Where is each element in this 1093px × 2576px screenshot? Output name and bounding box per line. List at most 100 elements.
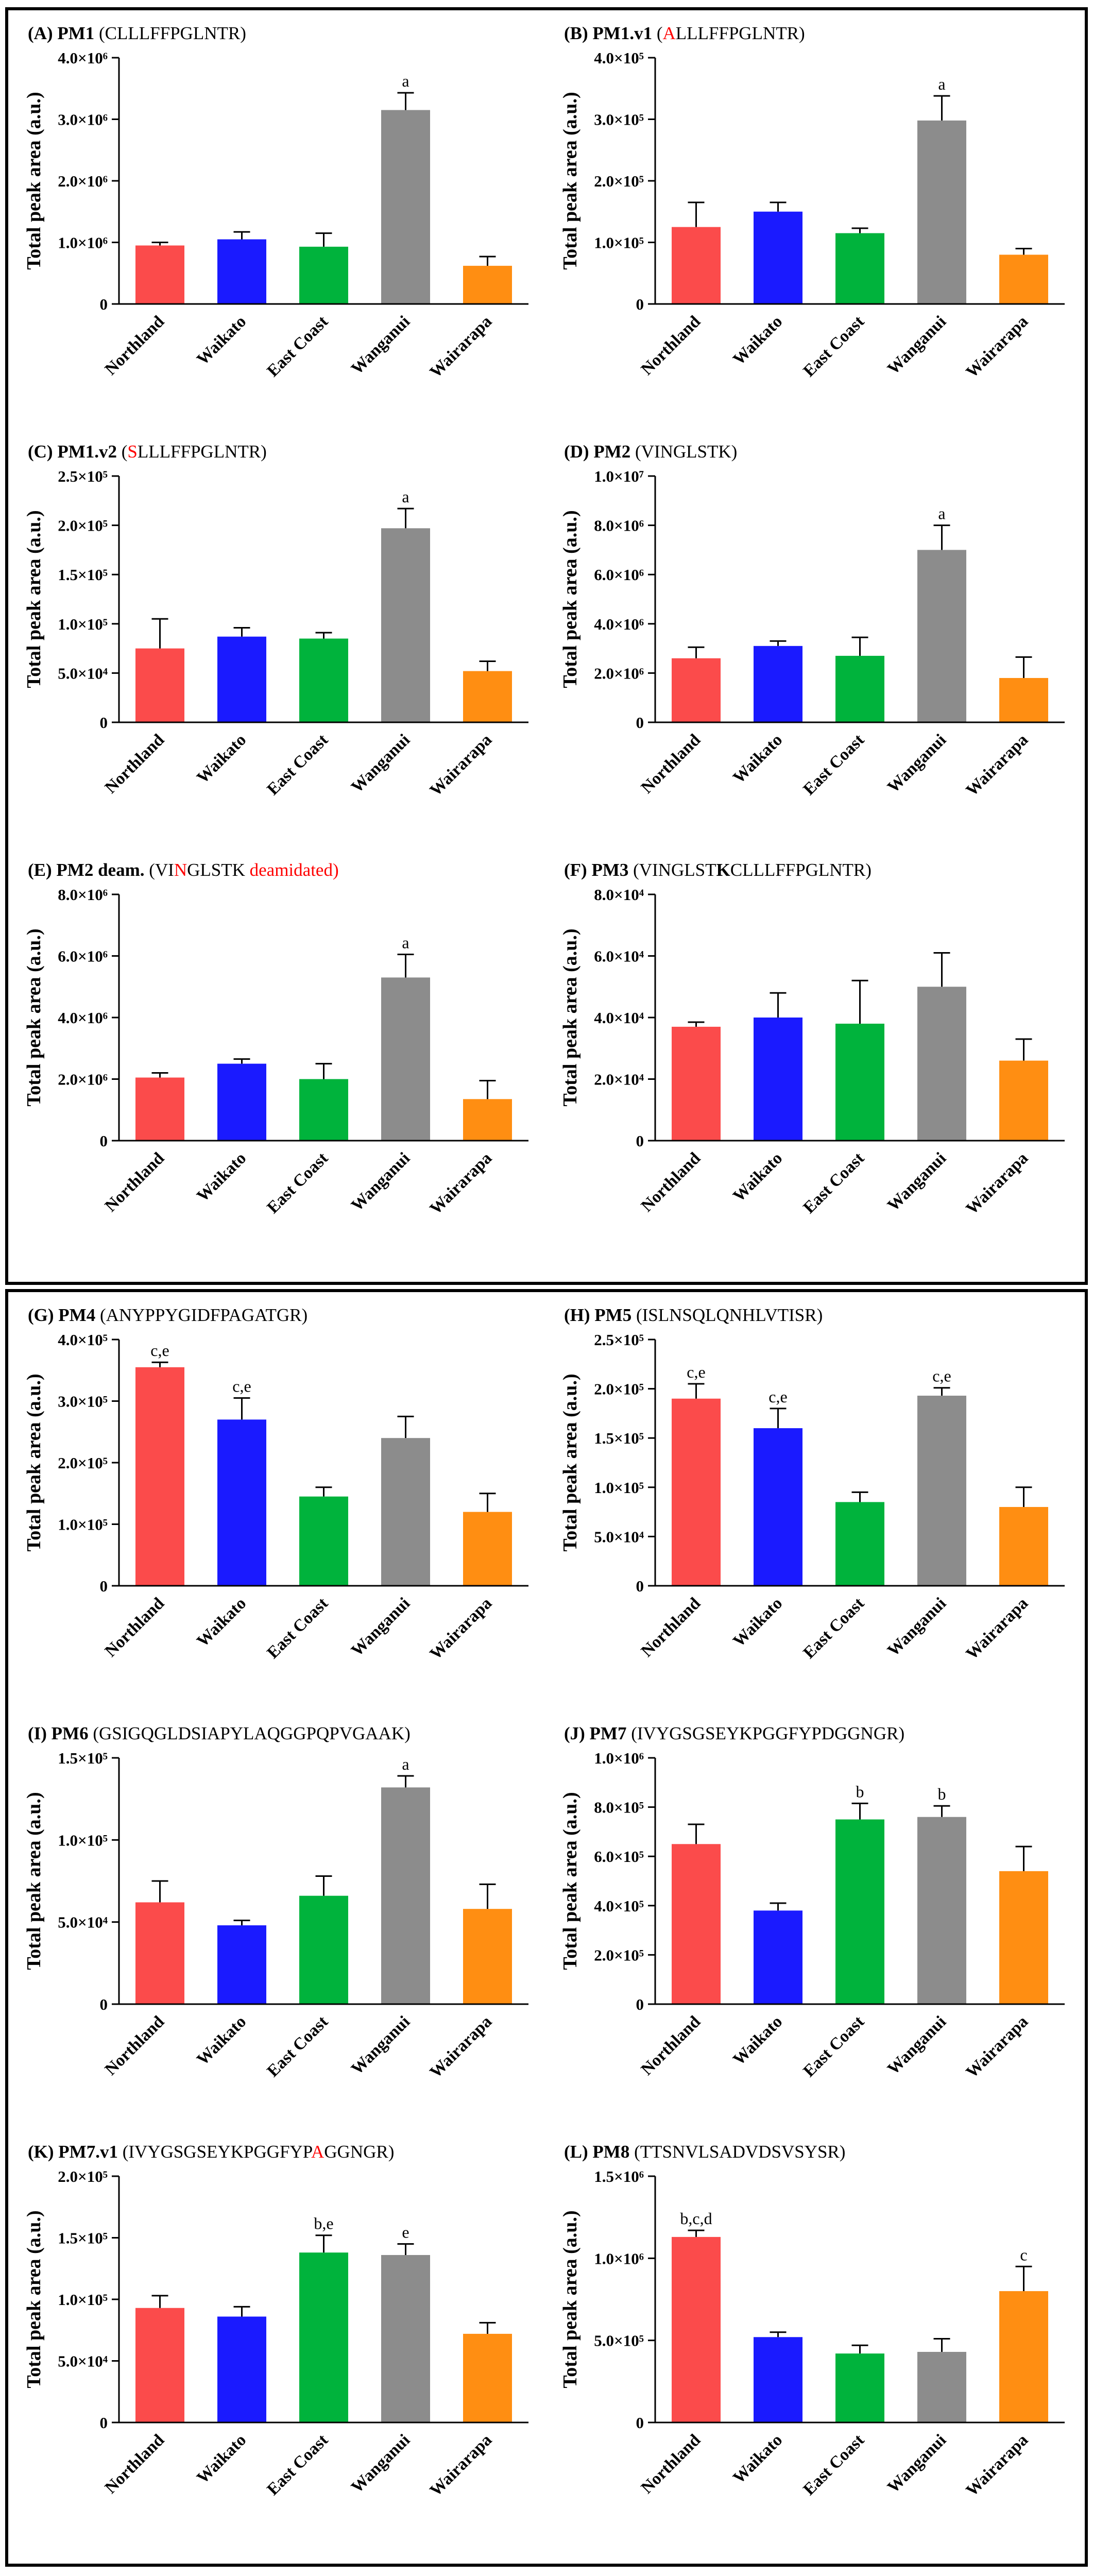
y-tick-label: 1.0×10⁵ — [594, 1479, 644, 1497]
x-tick-label: Waikato — [193, 731, 250, 787]
bar-waikato — [217, 1063, 266, 1141]
bar-northland — [671, 658, 721, 722]
bar-waikato — [217, 1925, 266, 2004]
y-tick-label: 8.0×10⁶ — [58, 886, 108, 904]
y-axis-label: Total peak area (a.u.) — [23, 1374, 45, 1551]
x-tick-label: Wanganui — [348, 731, 414, 796]
y-tick-label: 1.5×10⁶ — [594, 2167, 644, 2185]
bar-waikato — [753, 1018, 802, 1141]
y-tick-label: 4.0×10⁵ — [594, 1897, 644, 1915]
panel-H: (H) PM5 (ISLNSQLQNHLVTISR) Total peak are… — [546, 1299, 1083, 1718]
x-tick-label: East Coast — [799, 1149, 867, 1217]
bar-wanganui — [917, 1395, 966, 1586]
x-tick-label: Waikato — [729, 1149, 786, 1206]
y-axis-label: Total peak area (a.u.) — [559, 928, 581, 1106]
y-tick-label: 1.0×10⁶ — [594, 1749, 644, 1767]
y-tick-label: 0 — [99, 1995, 108, 2013]
y-tick-label: 8.0×10⁶ — [594, 517, 644, 535]
y-tick-label: 2.0×10⁶ — [58, 1071, 108, 1089]
bar-wanganui — [381, 528, 430, 722]
y-tick-label: 2.0×10⁵ — [58, 517, 108, 535]
bar-northland — [671, 2236, 721, 2422]
y-tick-label: 8.0×10⁵ — [594, 1799, 644, 1817]
y-tick-label: 6.0×10⁵ — [594, 1848, 644, 1866]
y-axis-label: Total peak area (a.u.) — [559, 2210, 581, 2388]
x-tick-label: Wairarapa — [426, 1149, 495, 1218]
bar-waikato — [217, 239, 266, 304]
x-tick-label: Northland — [637, 731, 704, 797]
panel-title: (C) PM1.v2 (SLLLFFPGLNTR) — [28, 442, 267, 462]
y-tick-label: 2.0×10⁵ — [58, 1454, 108, 1472]
x-tick-label: Waikato — [729, 312, 786, 369]
y-tick-label: 5.0×10⁴ — [58, 664, 108, 682]
y-tick-label: 2.0×10⁵ — [594, 172, 644, 190]
bar-northland — [135, 648, 184, 722]
sig-letter: c — [1020, 2245, 1027, 2264]
y-tick-label: 0 — [636, 1995, 644, 2013]
y-tick-label: 6.0×10⁶ — [58, 947, 108, 965]
x-tick-label: East Coast — [263, 731, 331, 799]
x-tick-label: Northland — [101, 1594, 167, 1660]
y-tick-label: 5.0×10⁵ — [594, 2332, 644, 2350]
sig-letter: a — [402, 1755, 409, 1773]
panel-title: (J) PM7 (IVYGSGSEYKPGGFYPDGGNGR) — [564, 1723, 904, 1743]
bar-east-coast — [299, 1496, 348, 1586]
y-tick-label: 0 — [99, 2414, 108, 2432]
y-tick-label: 5.0×10⁴ — [594, 1528, 644, 1546]
y-tick-label: 0 — [636, 295, 644, 313]
bar-wanganui — [917, 2351, 966, 2422]
x-tick-label: Wanganui — [884, 1149, 950, 1215]
x-tick-label: Waikato — [193, 1149, 250, 1206]
x-tick-label: Wanganui — [884, 2012, 950, 2078]
y-tick-label: 3.0×10⁵ — [58, 1393, 108, 1411]
bar-east-coast — [835, 233, 884, 304]
y-tick-label: 1.5×10⁵ — [594, 1429, 644, 1447]
x-tick-label: Wairarapa — [962, 1594, 1031, 1663]
panel-title: (G) PM4 (ANYPPYGIDFPAGATGR) — [28, 1305, 308, 1325]
bar-wairarapa — [999, 1871, 1048, 2004]
sig-letter: c,e — [932, 1367, 951, 1385]
bar-wairarapa — [999, 1060, 1048, 1141]
x-tick-label: Waikato — [193, 312, 250, 369]
x-tick-label: Waikato — [729, 731, 786, 787]
x-tick-label: Waikato — [729, 2431, 786, 2487]
sig-letter: b,e — [314, 2214, 333, 2233]
y-tick-label: 1.0×10⁵ — [58, 1516, 108, 1534]
y-tick-label: 4.0×10⁴ — [594, 1009, 644, 1027]
bar-east-coast — [835, 1023, 884, 1141]
x-tick-label: Wairarapa — [426, 2012, 495, 2081]
x-tick-label: Waikato — [193, 2012, 250, 2069]
sig-letter: b,c,d — [680, 2209, 712, 2228]
bar-east-coast — [835, 2353, 884, 2422]
bar-wanganui — [917, 987, 966, 1141]
panel-A: (A) PM1 (CLLLFFPGLNTR) Total peak area (a… — [10, 18, 546, 436]
bar-wairarapa — [463, 2333, 512, 2422]
y-axis-label: Total peak area (a.u.) — [23, 510, 45, 688]
y-axis-label: Total peak area (a.u.) — [23, 928, 45, 1106]
bar-waikato — [753, 211, 802, 304]
bar-waikato — [217, 636, 266, 722]
y-tick-label: 3.0×10⁵ — [594, 111, 644, 129]
x-tick-label: Wairarapa — [962, 2431, 1031, 2500]
x-tick-label: Wanganui — [884, 731, 950, 796]
bar-wairarapa — [463, 1909, 512, 2004]
y-tick-label: 2.0×10⁵ — [58, 2167, 108, 2185]
y-tick-label: 1.0×10⁵ — [58, 2291, 108, 2309]
panel-F-chart: (F) PM3 (VINGLSTKCLLLFFPGLNTR) Total peak… — [559, 860, 1065, 1218]
bar-wanganui — [381, 1787, 430, 2004]
bar-wanganui — [381, 2255, 430, 2422]
y-tick-label: 0 — [636, 714, 644, 732]
x-tick-label: East Coast — [263, 312, 331, 380]
panel-E-chart: (E) PM2 deam. (VINGLSTK deamidated) Total… — [23, 860, 528, 1218]
x-tick-label: Northland — [637, 2012, 704, 2079]
panel-D: (D) PM2 (VINGLSTK) Total peak area (a.u.)… — [546, 436, 1083, 854]
y-tick-label: 8.0×10⁴ — [594, 886, 644, 904]
y-tick-label: 5.0×10⁴ — [58, 1913, 108, 1931]
bar-east-coast — [299, 1079, 348, 1141]
y-tick-label: 6.0×10⁶ — [594, 566, 644, 584]
bar-east-coast — [299, 2252, 348, 2422]
x-tick-label: Wairarapa — [962, 1149, 1031, 1218]
y-tick-label: 0 — [99, 1132, 108, 1150]
panel-D-chart: (D) PM2 (VINGLSTK) Total peak area (a.u.)… — [559, 442, 1065, 800]
